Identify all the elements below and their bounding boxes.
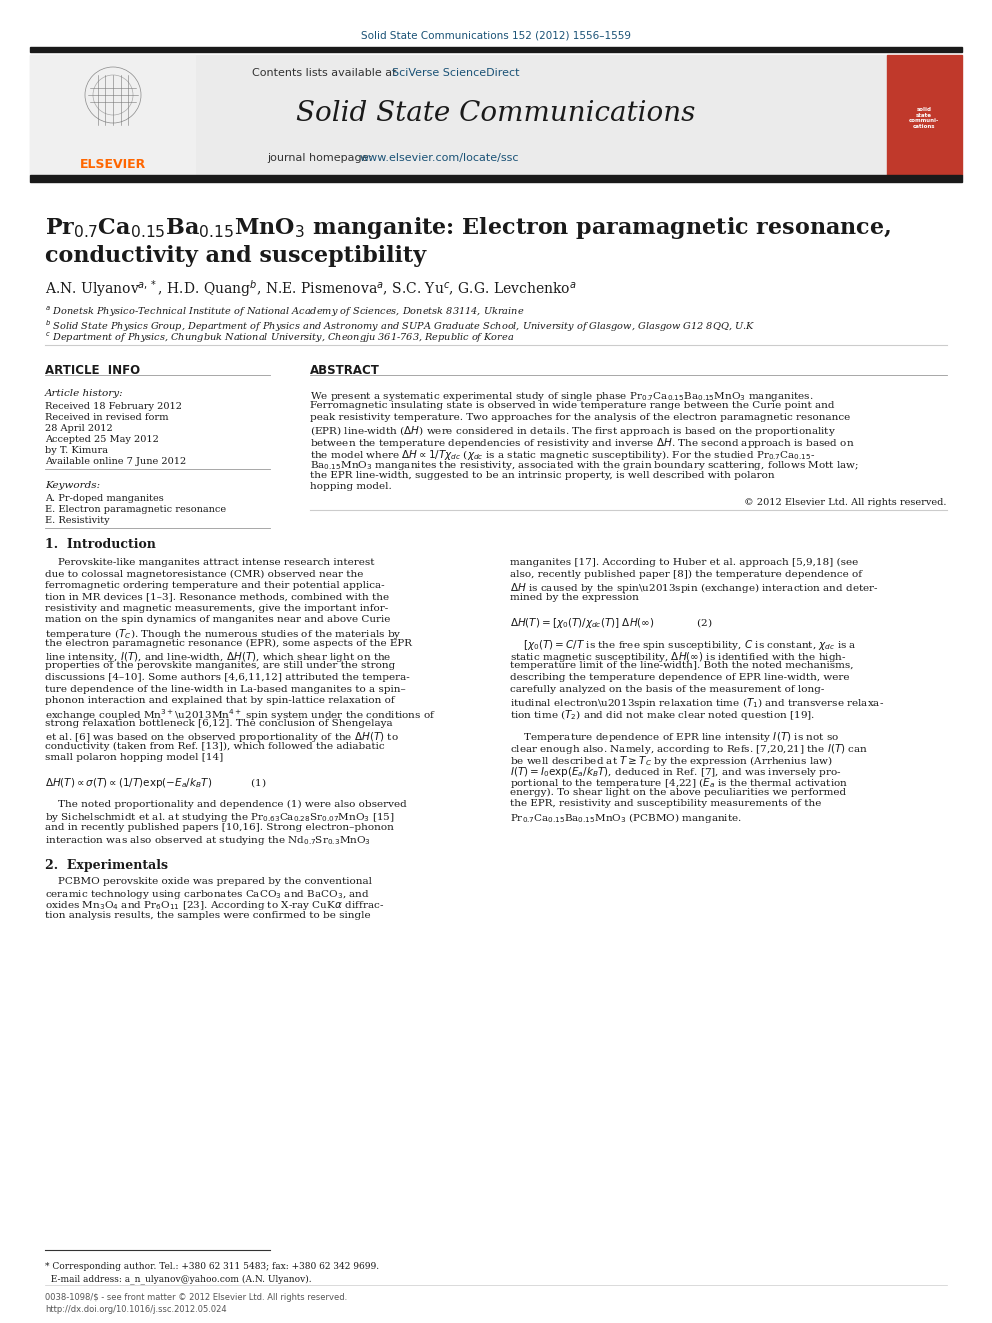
Text: small polaron hopping model [14]: small polaron hopping model [14] bbox=[45, 754, 223, 762]
Text: journal homepage:: journal homepage: bbox=[267, 153, 376, 163]
Text: Solid State Communications: Solid State Communications bbox=[297, 101, 695, 127]
Text: ferromagnetic ordering temperature and their potential applica-: ferromagnetic ordering temperature and t… bbox=[45, 581, 385, 590]
Text: http://dx.doi.org/10.1016/j.ssc.2012.05.024: http://dx.doi.org/10.1016/j.ssc.2012.05.… bbox=[45, 1304, 226, 1314]
Text: be well described at $T\geq T_C$ by the expression (Arrhenius law): be well described at $T\geq T_C$ by the … bbox=[510, 754, 833, 767]
Text: Accepted 25 May 2012: Accepted 25 May 2012 bbox=[45, 435, 159, 445]
Text: resistivity and magnetic measurements, give the important infor-: resistivity and magnetic measurements, g… bbox=[45, 605, 388, 613]
Text: itudinal electron\u2013spin relaxation time ($T_1$) and transverse relaxa-: itudinal electron\u2013spin relaxation t… bbox=[510, 696, 884, 710]
Text: Ferromagnetic insulating state is observed in wide temperature range between the: Ferromagnetic insulating state is observ… bbox=[310, 401, 834, 410]
Text: tion analysis results, the samples were confirmed to be single: tion analysis results, the samples were … bbox=[45, 912, 371, 919]
Text: energy). To shear light on the above peculiarities we performed: energy). To shear light on the above pec… bbox=[510, 789, 846, 798]
Text: SciVerse ScienceDirect: SciVerse ScienceDirect bbox=[392, 67, 520, 78]
Text: interaction was also observed at studying the Nd$_{0.7}$Sr$_{0.3}$MnO$_3$: interaction was also observed at studyin… bbox=[45, 833, 371, 847]
Text: portional to the temperature [4,22] ($E_a$ is the thermal activation: portional to the temperature [4,22] ($E_… bbox=[510, 777, 848, 791]
Text: the EPR line-width, suggested to be an intrinsic property, is well described wit: the EPR line-width, suggested to be an i… bbox=[310, 471, 775, 479]
Text: We present a systematic experimental study of single phase Pr$_{0.7}$Ca$_{0.15}$: We present a systematic experimental stu… bbox=[310, 390, 813, 404]
Text: Temperature dependence of EPR line intensity $I(T)$ is not so: Temperature dependence of EPR line inten… bbox=[510, 730, 839, 745]
Text: ture dependence of the line-width in La-based manganites to a spin–: ture dependence of the line-width in La-… bbox=[45, 684, 406, 693]
Text: * Corresponding author. Tel.: +380 62 311 5483; fax: +380 62 342 9699.: * Corresponding author. Tel.: +380 62 31… bbox=[45, 1262, 379, 1271]
Text: $\Delta H(T)=[\chi_0(T)/\chi_{dc}(T)]\ \Delta H(\infty)$             (2): $\Delta H(T)=[\chi_0(T)/\chi_{dc}(T)]\ \… bbox=[510, 615, 712, 630]
Bar bbox=[30, 56, 195, 175]
Text: properties of the perovskite manganites, are still under the strong: properties of the perovskite manganites,… bbox=[45, 662, 395, 671]
Text: 0038-1098/$ - see front matter © 2012 Elsevier Ltd. All rights reserved.: 0038-1098/$ - see front matter © 2012 El… bbox=[45, 1293, 347, 1302]
Text: www.elsevier.com/locate/ssc: www.elsevier.com/locate/ssc bbox=[360, 153, 520, 163]
Text: Solid State Communications 152 (2012) 1556–1559: Solid State Communications 152 (2012) 15… bbox=[361, 30, 631, 40]
Text: by Sichelschmidt et al. at studying the Pr$_{0.63}$Ca$_{0.28}$Sr$_{0.07}$MnO$_3$: by Sichelschmidt et al. at studying the … bbox=[45, 811, 395, 824]
Text: also, recently published paper [8]) the temperature dependence of: also, recently published paper [8]) the … bbox=[510, 569, 862, 578]
Text: hopping model.: hopping model. bbox=[310, 482, 392, 491]
Text: 28 April 2012: 28 April 2012 bbox=[45, 423, 113, 433]
Text: A.N. Ulyanov$^{a,*}$, H.D. Quang$^{b}$, N.E. Pismenova$^{a}$, S.C. Yu$^{c}$, G.G: A.N. Ulyanov$^{a,*}$, H.D. Quang$^{b}$, … bbox=[45, 278, 576, 299]
Text: clear enough also. Namely, according to Refs. [7,20,21] the $I(T)$ can: clear enough also. Namely, according to … bbox=[510, 742, 868, 755]
Text: the EPR, resistivity and susceptibility measurements of the: the EPR, resistivity and susceptibility … bbox=[510, 799, 821, 808]
Text: peak resistivity temperature. Two approaches for the analysis of the electron pa: peak resistivity temperature. Two approa… bbox=[310, 413, 850, 422]
Text: tion in MR devices [1–3]. Resonance methods, combined with the: tion in MR devices [1–3]. Resonance meth… bbox=[45, 593, 389, 602]
Text: oxides Mn$_3$O$_4$ and Pr$_6$O$_{11}$ [23]. According to X-ray CuK$\alpha$ diffr: oxides Mn$_3$O$_4$ and Pr$_6$O$_{11}$ [2… bbox=[45, 900, 384, 913]
Text: $I(T)=I_0\exp(E_a/k_BT)$, deduced in Ref. [7], and was inversely pro-: $I(T)=I_0\exp(E_a/k_BT)$, deduced in Ref… bbox=[510, 765, 841, 779]
Bar bbox=[30, 175, 962, 183]
Text: $\Delta H$ is caused by the spin\u2013spin (exchange) interaction and deter-: $\Delta H$ is caused by the spin\u2013sp… bbox=[510, 581, 879, 595]
Text: mation on the spin dynamics of manganites near and above Curie: mation on the spin dynamics of manganite… bbox=[45, 615, 391, 624]
Text: line intensity, $I(T)$, and line-width, $\Delta H(T)$, which shear light on the: line intensity, $I(T)$, and line-width, … bbox=[45, 650, 392, 664]
Text: A. Pr-doped manganites: A. Pr-doped manganites bbox=[45, 493, 164, 503]
Text: by T. Kimura: by T. Kimura bbox=[45, 446, 108, 455]
Text: describing the temperature dependence of EPR line-width, were: describing the temperature dependence of… bbox=[510, 673, 849, 681]
Text: $^{c}$ Department of Physics, Chungbuk National University, Cheongju 361-763, Re: $^{c}$ Department of Physics, Chungbuk N… bbox=[45, 331, 515, 345]
Text: Contents lists available at: Contents lists available at bbox=[252, 67, 400, 78]
Text: exchange coupled Mn$^{3+}$\u2013Mn$^{4+}$ spin system under the conditions of: exchange coupled Mn$^{3+}$\u2013Mn$^{4+}… bbox=[45, 708, 435, 724]
Text: $^{b}$ Solid State Physics Group, Department of Physics and Astronomy and SUPA G: $^{b}$ Solid State Physics Group, Depart… bbox=[45, 318, 755, 333]
Text: The noted proportionality and dependence (1) were also observed: The noted proportionality and dependence… bbox=[45, 799, 407, 808]
Text: conductivity (taken from Ref. [13]), which followed the adiabatic: conductivity (taken from Ref. [13]), whi… bbox=[45, 742, 385, 751]
Text: Perovskite-like manganites attract intense research interest: Perovskite-like manganites attract inten… bbox=[45, 558, 375, 568]
Text: strong relaxation bottleneck [6,12]. The conclusion of Shengelaya: strong relaxation bottleneck [6,12]. The… bbox=[45, 718, 393, 728]
Text: mined by the expression: mined by the expression bbox=[510, 593, 639, 602]
Text: (EPR) line-width ($\Delta H$) were considered in details. The first approach is : (EPR) line-width ($\Delta H$) were consi… bbox=[310, 425, 836, 438]
Text: carefully analyzed on the basis of the measurement of long-: carefully analyzed on the basis of the m… bbox=[510, 684, 824, 693]
Text: ELSEVIER: ELSEVIER bbox=[80, 157, 146, 171]
Text: tion time ($T_2$) and did not make clear noted question [19].: tion time ($T_2$) and did not make clear… bbox=[510, 708, 815, 721]
Text: Pr$_{0.7}$Ca$_{0.15}$Ba$_{0.15}$MnO$_3$ manganite: Electron paramagnetic resonan: Pr$_{0.7}$Ca$_{0.15}$Ba$_{0.15}$MnO$_3$ … bbox=[45, 216, 891, 241]
Text: © 2012 Elsevier Ltd. All rights reserved.: © 2012 Elsevier Ltd. All rights reserved… bbox=[745, 497, 947, 507]
Bar bbox=[30, 56, 887, 175]
Text: $\Delta H(T)\propto\sigma(T)\propto(1/T)\exp(-E_a/k_BT)$            (1): $\Delta H(T)\propto\sigma(T)\propto(1/T)… bbox=[45, 777, 267, 791]
Text: Article history:: Article history: bbox=[45, 389, 124, 398]
Text: solid
state
communi-
cations: solid state communi- cations bbox=[909, 107, 939, 130]
Text: Available online 7 June 2012: Available online 7 June 2012 bbox=[45, 456, 186, 466]
Text: due to colossal magnetoresistance (CMR) observed near the: due to colossal magnetoresistance (CMR) … bbox=[45, 569, 363, 578]
Text: et al. [6] was based on the observed proportionality of the $\Delta H(T)$ to: et al. [6] was based on the observed pro… bbox=[45, 730, 399, 745]
Text: $^{a}$ Donetsk Physico-Technical Institute of National Academy of Sciences, Done: $^{a}$ Donetsk Physico-Technical Institu… bbox=[45, 306, 525, 319]
Text: static magnetic susceptibility, $\Delta H(\infty)$ is identified with the high-: static magnetic susceptibility, $\Delta … bbox=[510, 650, 846, 664]
Text: PCBMO perovskite oxide was prepared by the conventional: PCBMO perovskite oxide was prepared by t… bbox=[45, 877, 372, 885]
Text: ABSTRACT: ABSTRACT bbox=[310, 364, 380, 377]
Text: discussions [4–10]. Some authors [4,6,11,12] attributed the tempera-: discussions [4–10]. Some authors [4,6,11… bbox=[45, 673, 410, 681]
Text: Received in revised form: Received in revised form bbox=[45, 413, 169, 422]
Text: phonon interaction and explained that by spin-lattice relaxation of: phonon interaction and explained that by… bbox=[45, 696, 395, 705]
Text: and in recently published papers [10,16]. Strong electron–phonon: and in recently published papers [10,16]… bbox=[45, 823, 394, 831]
Bar bbox=[30, 48, 962, 52]
Text: ceramic technology using carbonates CaCO$_3$ and BaCO$_3$, and: ceramic technology using carbonates CaCO… bbox=[45, 888, 370, 901]
Text: Received 18 February 2012: Received 18 February 2012 bbox=[45, 402, 182, 411]
Bar bbox=[887, 56, 962, 175]
Text: temperature limit of the line-width]. Both the noted mechanisms,: temperature limit of the line-width]. Bo… bbox=[510, 662, 853, 671]
Text: the model where $\Delta H\propto1/T\chi_{dc}$ ($\chi_{dc}$ is a static magnetic : the model where $\Delta H\propto1/T\chi_… bbox=[310, 447, 815, 462]
Text: Ba$_{0.15}$MnO$_3$ manganites the resistivity, associated with the grain boundar: Ba$_{0.15}$MnO$_3$ manganites the resist… bbox=[310, 459, 859, 472]
Text: manganites [17]. According to Huber et al. approach [5,9,18] (see: manganites [17]. According to Huber et a… bbox=[510, 558, 858, 568]
Text: between the temperature dependencies of resistivity and inverse $\Delta H$. The : between the temperature dependencies of … bbox=[310, 437, 854, 450]
Text: E. Electron paramagnetic resonance: E. Electron paramagnetic resonance bbox=[45, 505, 226, 515]
Text: the electron paramagnetic resonance (EPR), some aspects of the EPR: the electron paramagnetic resonance (EPR… bbox=[45, 639, 412, 648]
Text: E-mail address: a_n_ulyanov@yahoo.com (A.N. Ulyanov).: E-mail address: a_n_ulyanov@yahoo.com (A… bbox=[45, 1274, 311, 1283]
Text: ARTICLE  INFO: ARTICLE INFO bbox=[45, 364, 140, 377]
Text: 1.  Introduction: 1. Introduction bbox=[45, 538, 156, 550]
Text: 2.  Experimentals: 2. Experimentals bbox=[45, 860, 168, 872]
Text: Pr$_{0.7}$Ca$_{0.15}$Ba$_{0.15}$MnO$_3$ (PCBMO) manganite.: Pr$_{0.7}$Ca$_{0.15}$Ba$_{0.15}$MnO$_3$ … bbox=[510, 811, 742, 826]
Text: E. Resistivity: E. Resistivity bbox=[45, 516, 110, 525]
Text: Keywords:: Keywords: bbox=[45, 482, 100, 490]
Text: $[\chi_0(T)=C/T$ is the free spin susceptibility, $C$ is constant, $\chi_{dc}$ i: $[\chi_0(T)=C/T$ is the free spin suscep… bbox=[510, 639, 857, 652]
Text: temperature ($T_C$). Though the numerous studies of the materials by: temperature ($T_C$). Though the numerous… bbox=[45, 627, 402, 642]
Text: conductivity and susceptibility: conductivity and susceptibility bbox=[45, 245, 427, 267]
